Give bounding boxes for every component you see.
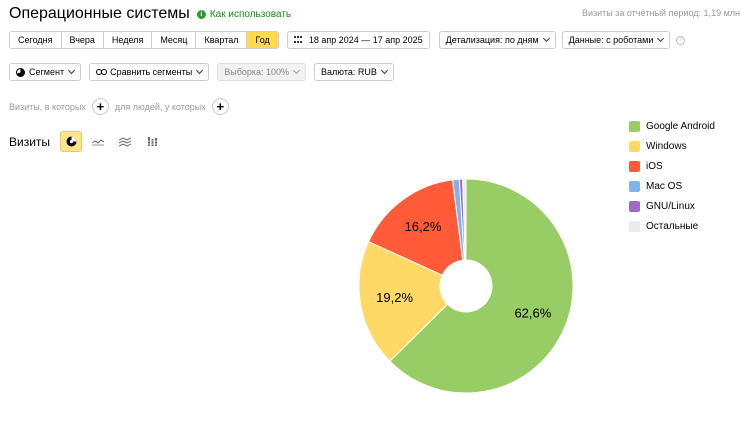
sample-label: Выборка: 100% xyxy=(224,67,290,77)
period-tabs: Сегодня Вчера Неделя Месяц Квартал Год xyxy=(9,31,279,49)
legend-label: Mac OS xyxy=(646,180,683,192)
page-title: Операционные системы xyxy=(9,5,190,22)
data-select-label: Данные: с роботами xyxy=(568,35,654,45)
add-visits-filter-button[interactable]: + xyxy=(91,98,109,115)
legend-item-ios[interactable]: iOS xyxy=(629,156,715,176)
people-filter-label: для людей, у которых xyxy=(114,101,206,112)
line-chart-icon xyxy=(92,138,105,145)
legend-item-macos[interactable]: Mac OS xyxy=(629,176,715,196)
legend-swatch xyxy=(629,120,640,132)
filter-row: Визиты, в которых + для людей, у которых… xyxy=(9,98,235,115)
compare-icon xyxy=(96,69,108,75)
period-toolbar: Сегодня Вчера Неделя Месяц Квартал Год 1… xyxy=(9,31,686,49)
currency-select[interactable]: Валюта: RUB xyxy=(314,63,394,81)
add-people-filter-button[interactable]: + xyxy=(211,98,229,115)
compare-segments-button[interactable]: Сравнить сегменты xyxy=(89,63,210,81)
info-icon: i xyxy=(196,9,206,19)
chevron-down-icon xyxy=(657,34,665,43)
date-range-label: 18 апр 2024 — 17 апр 2025 xyxy=(308,35,423,45)
pie-label-windows: 19,2% xyxy=(376,290,413,305)
chevron-down-icon xyxy=(542,34,550,43)
period-tab-year[interactable]: Год xyxy=(247,32,278,48)
segment-toolbar: Сегмент Сравнить сегменты Выборка: 100% … xyxy=(9,63,394,81)
pie-label-android: 62,6% xyxy=(514,305,551,320)
legend-item-other[interactable]: Остальные xyxy=(629,216,715,236)
line-view-button[interactable] xyxy=(87,131,109,152)
legend-item-windows[interactable]: Windows xyxy=(629,136,715,156)
calendar-icon xyxy=(293,36,303,44)
pie-view-button[interactable] xyxy=(60,131,83,152)
how-to-label: Как использовать xyxy=(209,8,292,20)
legend-swatch xyxy=(629,220,640,232)
legend-label: Google Android xyxy=(646,120,715,132)
period-tab-quarter[interactable]: Квартал xyxy=(196,32,248,48)
date-range-button[interactable]: 18 апр 2024 — 17 апр 2025 xyxy=(286,31,430,49)
pie-slice-android[interactable] xyxy=(389,178,574,394)
chart-legend: Google Android Windows iOS Mac OS GNU/Li… xyxy=(629,116,715,236)
chevron-down-icon xyxy=(68,66,76,75)
how-to-link[interactable]: i Как использовать xyxy=(196,8,292,20)
metric-row: Визиты xyxy=(9,131,168,152)
compare-label: Сравнить сегменты xyxy=(110,67,193,77)
legend-label: Остальные xyxy=(646,220,699,232)
area-view-button[interactable] xyxy=(114,131,136,152)
area-chart-icon xyxy=(119,136,132,147)
pie-chart-icon xyxy=(66,136,77,147)
detail-select-label: Детализация: по дням xyxy=(445,35,539,45)
detail-select[interactable]: Детализация: по дням xyxy=(438,31,556,49)
help-icon[interactable]: ? xyxy=(676,35,686,45)
legend-item-android[interactable]: Google Android xyxy=(629,116,715,136)
legend-swatch xyxy=(629,160,640,172)
segment-label: Сегмент xyxy=(29,67,65,77)
period-tab-today[interactable]: Сегодня xyxy=(10,32,62,48)
legend-swatch xyxy=(629,140,640,152)
pie-slice-windows[interactable] xyxy=(358,240,449,362)
segment-button[interactable]: Сегмент xyxy=(9,63,82,81)
legend-label: Windows xyxy=(646,140,687,152)
legend-swatch xyxy=(629,180,640,192)
period-tab-week[interactable]: Неделя xyxy=(103,32,153,48)
pie-label-ios: 16,2% xyxy=(405,219,442,234)
pie-slice-ios[interactable] xyxy=(367,179,464,276)
bar-view-button[interactable] xyxy=(141,131,163,152)
legend-item-linux[interactable]: GNU/Linux xyxy=(629,196,715,216)
metric-label: Визиты xyxy=(9,134,51,149)
period-tab-month[interactable]: Месяц xyxy=(152,32,197,48)
legend-label: iOS xyxy=(646,160,663,172)
data-select[interactable]: Данные: с роботами xyxy=(561,31,671,49)
sample-select: Выборка: 100% xyxy=(217,63,307,81)
chevron-down-icon xyxy=(196,66,204,75)
legend-swatch xyxy=(629,200,640,212)
chevron-down-icon xyxy=(380,66,388,75)
pie-segment-icon xyxy=(16,67,25,77)
pie-slice-other[interactable] xyxy=(462,178,467,261)
currency-label: Валюта: RUB xyxy=(321,67,377,77)
title-row: Операционные системы i Как использовать xyxy=(9,5,291,23)
period-total: Визиты за отчётный период: 1,19 млн xyxy=(581,8,740,18)
period-tab-yesterday[interactable]: Вчера xyxy=(61,32,104,48)
bar-chart-icon xyxy=(146,137,158,146)
legend-label: GNU/Linux xyxy=(646,200,695,212)
visits-filter-label: Визиты, в которых xyxy=(9,101,86,112)
chevron-down-icon xyxy=(293,66,301,75)
